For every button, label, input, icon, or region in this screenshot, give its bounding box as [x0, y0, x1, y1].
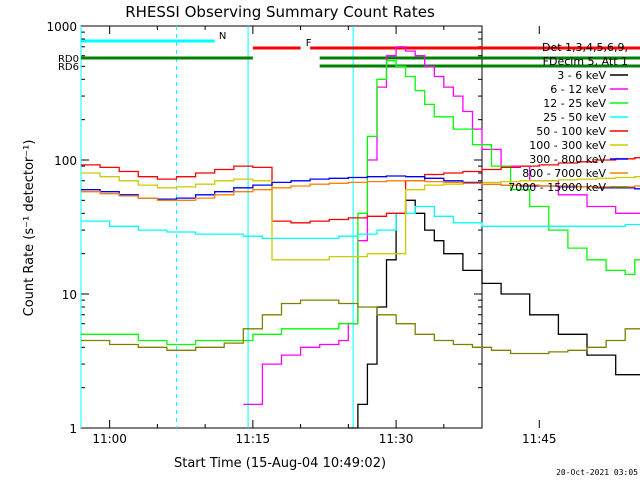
y-axis-ticks: 1 10 100 1000 — [46, 20, 482, 436]
series-line-3 — [81, 205, 640, 240]
y-tick-label: 1000 — [46, 20, 77, 34]
x-tick-label: 11:15 — [236, 432, 271, 446]
vertical-markers — [80, 26, 354, 428]
legend-label: 800 - 7000 keV — [522, 167, 606, 180]
y-tick-label: 100 — [54, 154, 77, 168]
series-line-4 — [81, 157, 640, 224]
legend-label: 300 - 800 keV — [529, 153, 606, 166]
legend-label: 6 - 12 keV — [550, 83, 606, 96]
legend-header-line: FDecim 5, Att 1 — [543, 55, 628, 68]
series-line-7 — [81, 180, 640, 201]
x-axis-label: Start Time (15-Aug-04 10:49:02) — [174, 456, 386, 471]
series-line-0 — [348, 199, 640, 429]
x-tick-label: 11:45 — [522, 432, 557, 446]
series-line-1 — [243, 46, 640, 406]
series-line-2 — [81, 60, 640, 346]
series-line-6 — [81, 175, 640, 200]
y-tick-label: 1 — [69, 422, 77, 436]
legend-label: 25 - 50 keV — [543, 111, 606, 124]
legend-label: 12 - 25 keV — [543, 97, 606, 110]
legend-header-line: Det 1,3,4,5,6,9, — [542, 41, 628, 54]
flag-label-n: N — [219, 31, 226, 42]
series-line-8 — [81, 299, 640, 355]
flag-label-f: F — [306, 38, 312, 49]
y-axis-label: Count Rate (s⁻¹ detector⁻¹) — [22, 140, 37, 317]
legend-label: 7000 - 15000 keV — [508, 181, 606, 194]
y-tick-label: 10 — [62, 288, 77, 302]
flag-label-rd6: RD6 — [58, 62, 79, 73]
plot-frame — [80, 25, 483, 429]
legend: Det 1,3,4,5,6,9,FDecim 5, Att 13 - 6 keV… — [508, 41, 628, 194]
x-tick-label: 11:00 — [92, 432, 127, 446]
timestamp: 20-Oct-2021 03:05 — [556, 468, 638, 477]
chart-title: RHESSI Observing Summary Count Rates — [125, 3, 435, 21]
legend-label: 3 - 6 keV — [557, 69, 606, 82]
series-group — [81, 46, 640, 429]
legend-label: 50 - 100 keV — [536, 125, 606, 138]
flag-label-rd0: RD0 — [58, 54, 79, 65]
legend-label: 100 - 300 keV — [529, 139, 606, 152]
x-tick-label: 11:30 — [379, 432, 414, 446]
